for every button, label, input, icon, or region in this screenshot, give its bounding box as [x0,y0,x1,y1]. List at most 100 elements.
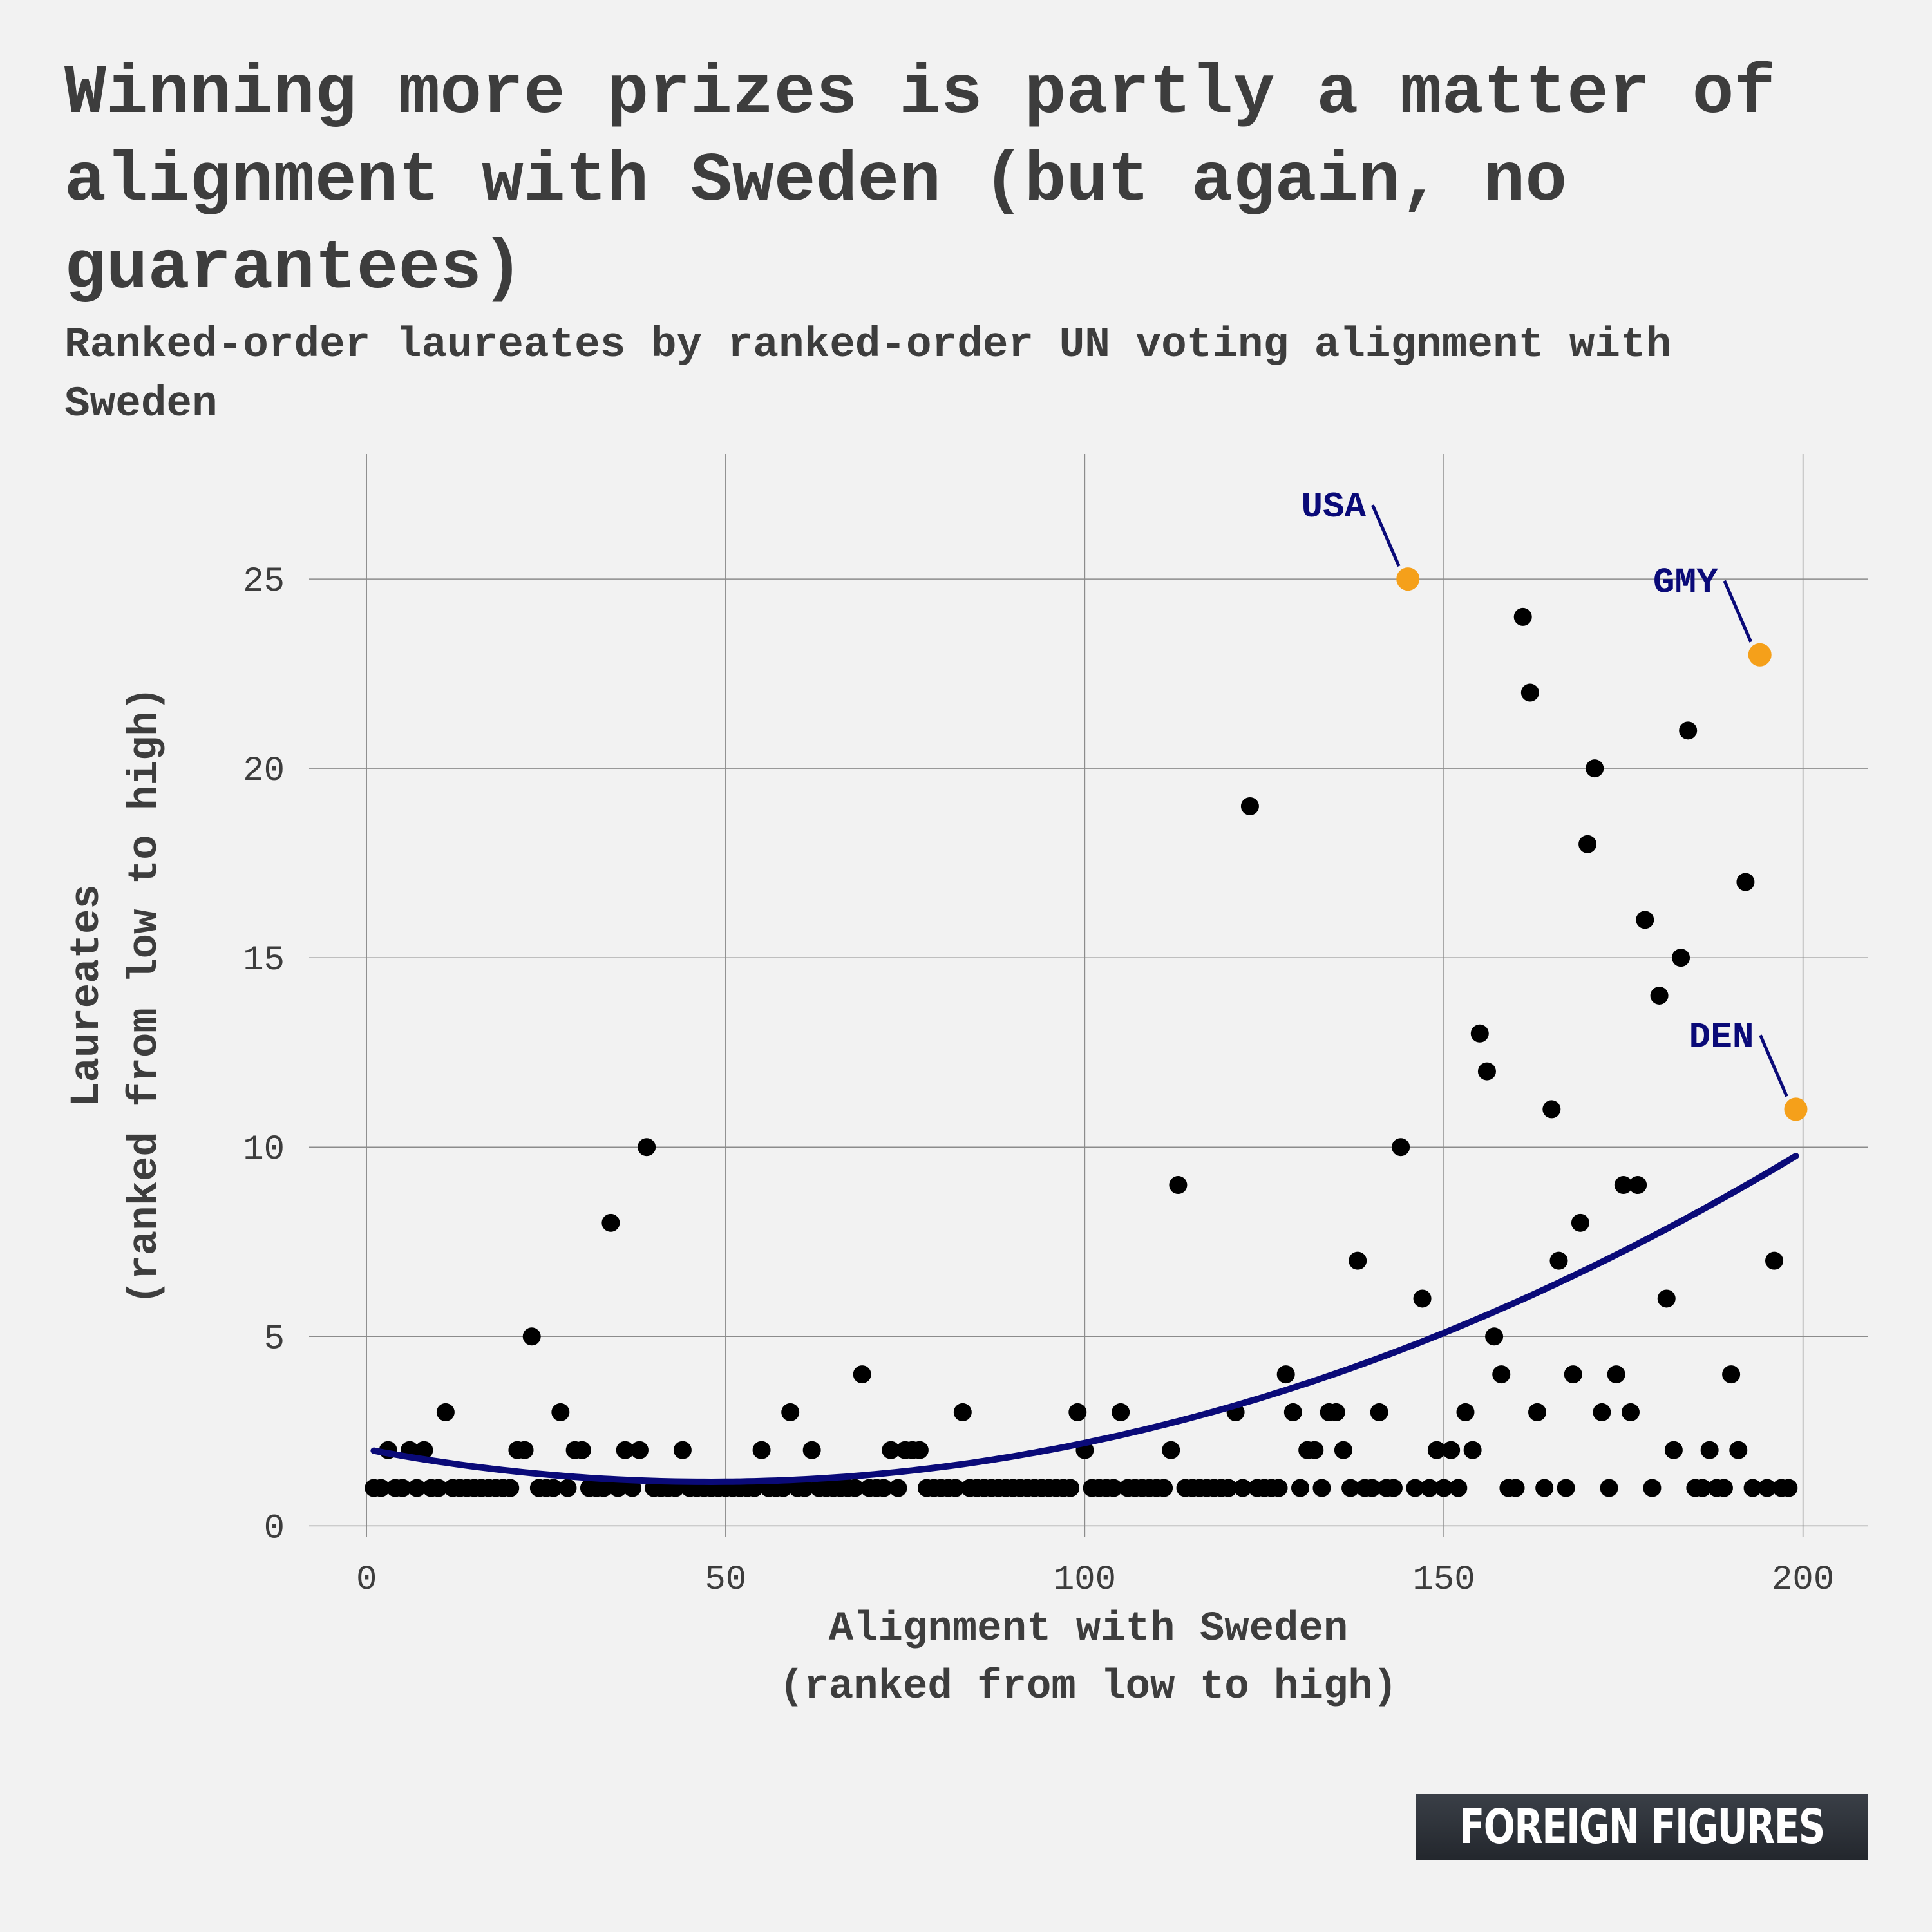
data-point [1542,1100,1561,1119]
data-point [1636,911,1654,929]
chart-title: Winning more prizes is partly a matter o… [64,55,1776,308]
data-point [802,1441,821,1459]
annotation-leader [1759,1034,1788,1097]
data-point [1629,1176,1647,1195]
data-point [551,1403,570,1421]
data-point [1327,1403,1345,1421]
data-point [1593,1403,1611,1421]
data-point [1384,1479,1403,1497]
x-tick-label: 200 [1772,1560,1834,1600]
data-point [752,1441,771,1459]
y-axis-title: (ranked from low to high) [122,687,169,1305]
data-point [1729,1441,1748,1459]
highlighted-point [1396,567,1420,591]
data-point [1334,1441,1352,1459]
data-point [1427,1441,1446,1459]
data-point [1463,1441,1482,1459]
data-point [853,1365,871,1384]
data-point [882,1441,900,1459]
data-point [1650,987,1669,1005]
x-tick-label: 0 [356,1560,377,1600]
annotation-label: GMY [1653,562,1718,603]
data-point [1722,1365,1741,1384]
data-point [1276,1365,1295,1384]
data-point [781,1403,800,1421]
data-point [1112,1403,1130,1421]
data-point [910,1441,929,1459]
data-point [638,1138,656,1157]
data-point [673,1441,692,1459]
data-point [1714,1479,1733,1497]
highlighted-points [1396,567,1808,1121]
annotation-label: USA [1301,486,1366,527]
data-point [1341,1479,1360,1497]
data-points [365,607,1798,1497]
data-point [1406,1479,1425,1497]
x-axis-title: Alignment with Sweden [829,1606,1349,1653]
data-point [522,1327,541,1346]
annotation-label: DEN [1689,1016,1754,1057]
data-point [1557,1479,1575,1497]
data-point [1779,1479,1798,1497]
data-point [1219,1479,1238,1497]
data-point [1513,607,1532,626]
data-point [1679,721,1698,740]
data-point [953,1403,972,1421]
data-point [1162,1441,1180,1459]
data-point [1485,1327,1504,1346]
data-point [875,1479,893,1497]
data-point [1549,1251,1568,1270]
data-point [1477,1062,1496,1081]
data-point [1470,1024,1489,1043]
data-point [436,1403,455,1421]
fit-line [370,1153,1799,1486]
data-point [1420,1479,1439,1497]
data-point [1643,1479,1662,1497]
data-point [1370,1403,1388,1421]
data-point [1363,1479,1381,1497]
data-point [1456,1403,1475,1421]
data-point [889,1479,907,1497]
data-point [1700,1441,1719,1459]
data-point [1061,1479,1080,1497]
data-point [1392,1138,1410,1157]
data-point [429,1479,448,1497]
data-point [1621,1403,1640,1421]
x-axis-title: (ranked from low to high) [779,1664,1397,1710]
x-tick-label: 100 [1054,1560,1116,1600]
data-point [601,1213,620,1232]
y-axis-title: Laureates [64,884,111,1107]
y-tick-label: 5 [264,1320,285,1359]
data-point [1269,1479,1288,1497]
annotation-leader [1370,504,1401,567]
data-point [1736,873,1755,891]
data-point [1169,1176,1188,1195]
brand-logo-text: FOREIGN FIGURES [1459,1799,1825,1855]
data-point [1442,1441,1461,1459]
data-point [1449,1479,1468,1497]
data-point [515,1441,534,1459]
annotation-leader [1723,580,1753,643]
data-point [795,1479,814,1497]
data-point [372,1479,390,1497]
data-point [501,1479,520,1497]
data-point [1435,1479,1454,1497]
data-point [1586,759,1604,778]
highlighted-point [1784,1097,1808,1121]
data-point [846,1479,864,1497]
data-point [630,1441,649,1459]
data-point [1312,1479,1331,1497]
fit-line-layer [370,1153,1799,1486]
data-point [1600,1479,1618,1497]
data-point [1104,1479,1123,1497]
brand-logo: FOREIGN FIGURES [1416,1794,1868,1860]
tick-labels: 0 50 100 150 200 0 5 10 15 20 25 [243,562,1834,1600]
data-point [1614,1176,1633,1195]
data-point [1283,1403,1302,1421]
y-tick-label: 10 [243,1130,285,1170]
highlighted-point [1748,643,1772,667]
y-tick-label: 0 [264,1509,285,1548]
y-tick-label: 20 [243,752,285,791]
data-point [1240,797,1259,815]
